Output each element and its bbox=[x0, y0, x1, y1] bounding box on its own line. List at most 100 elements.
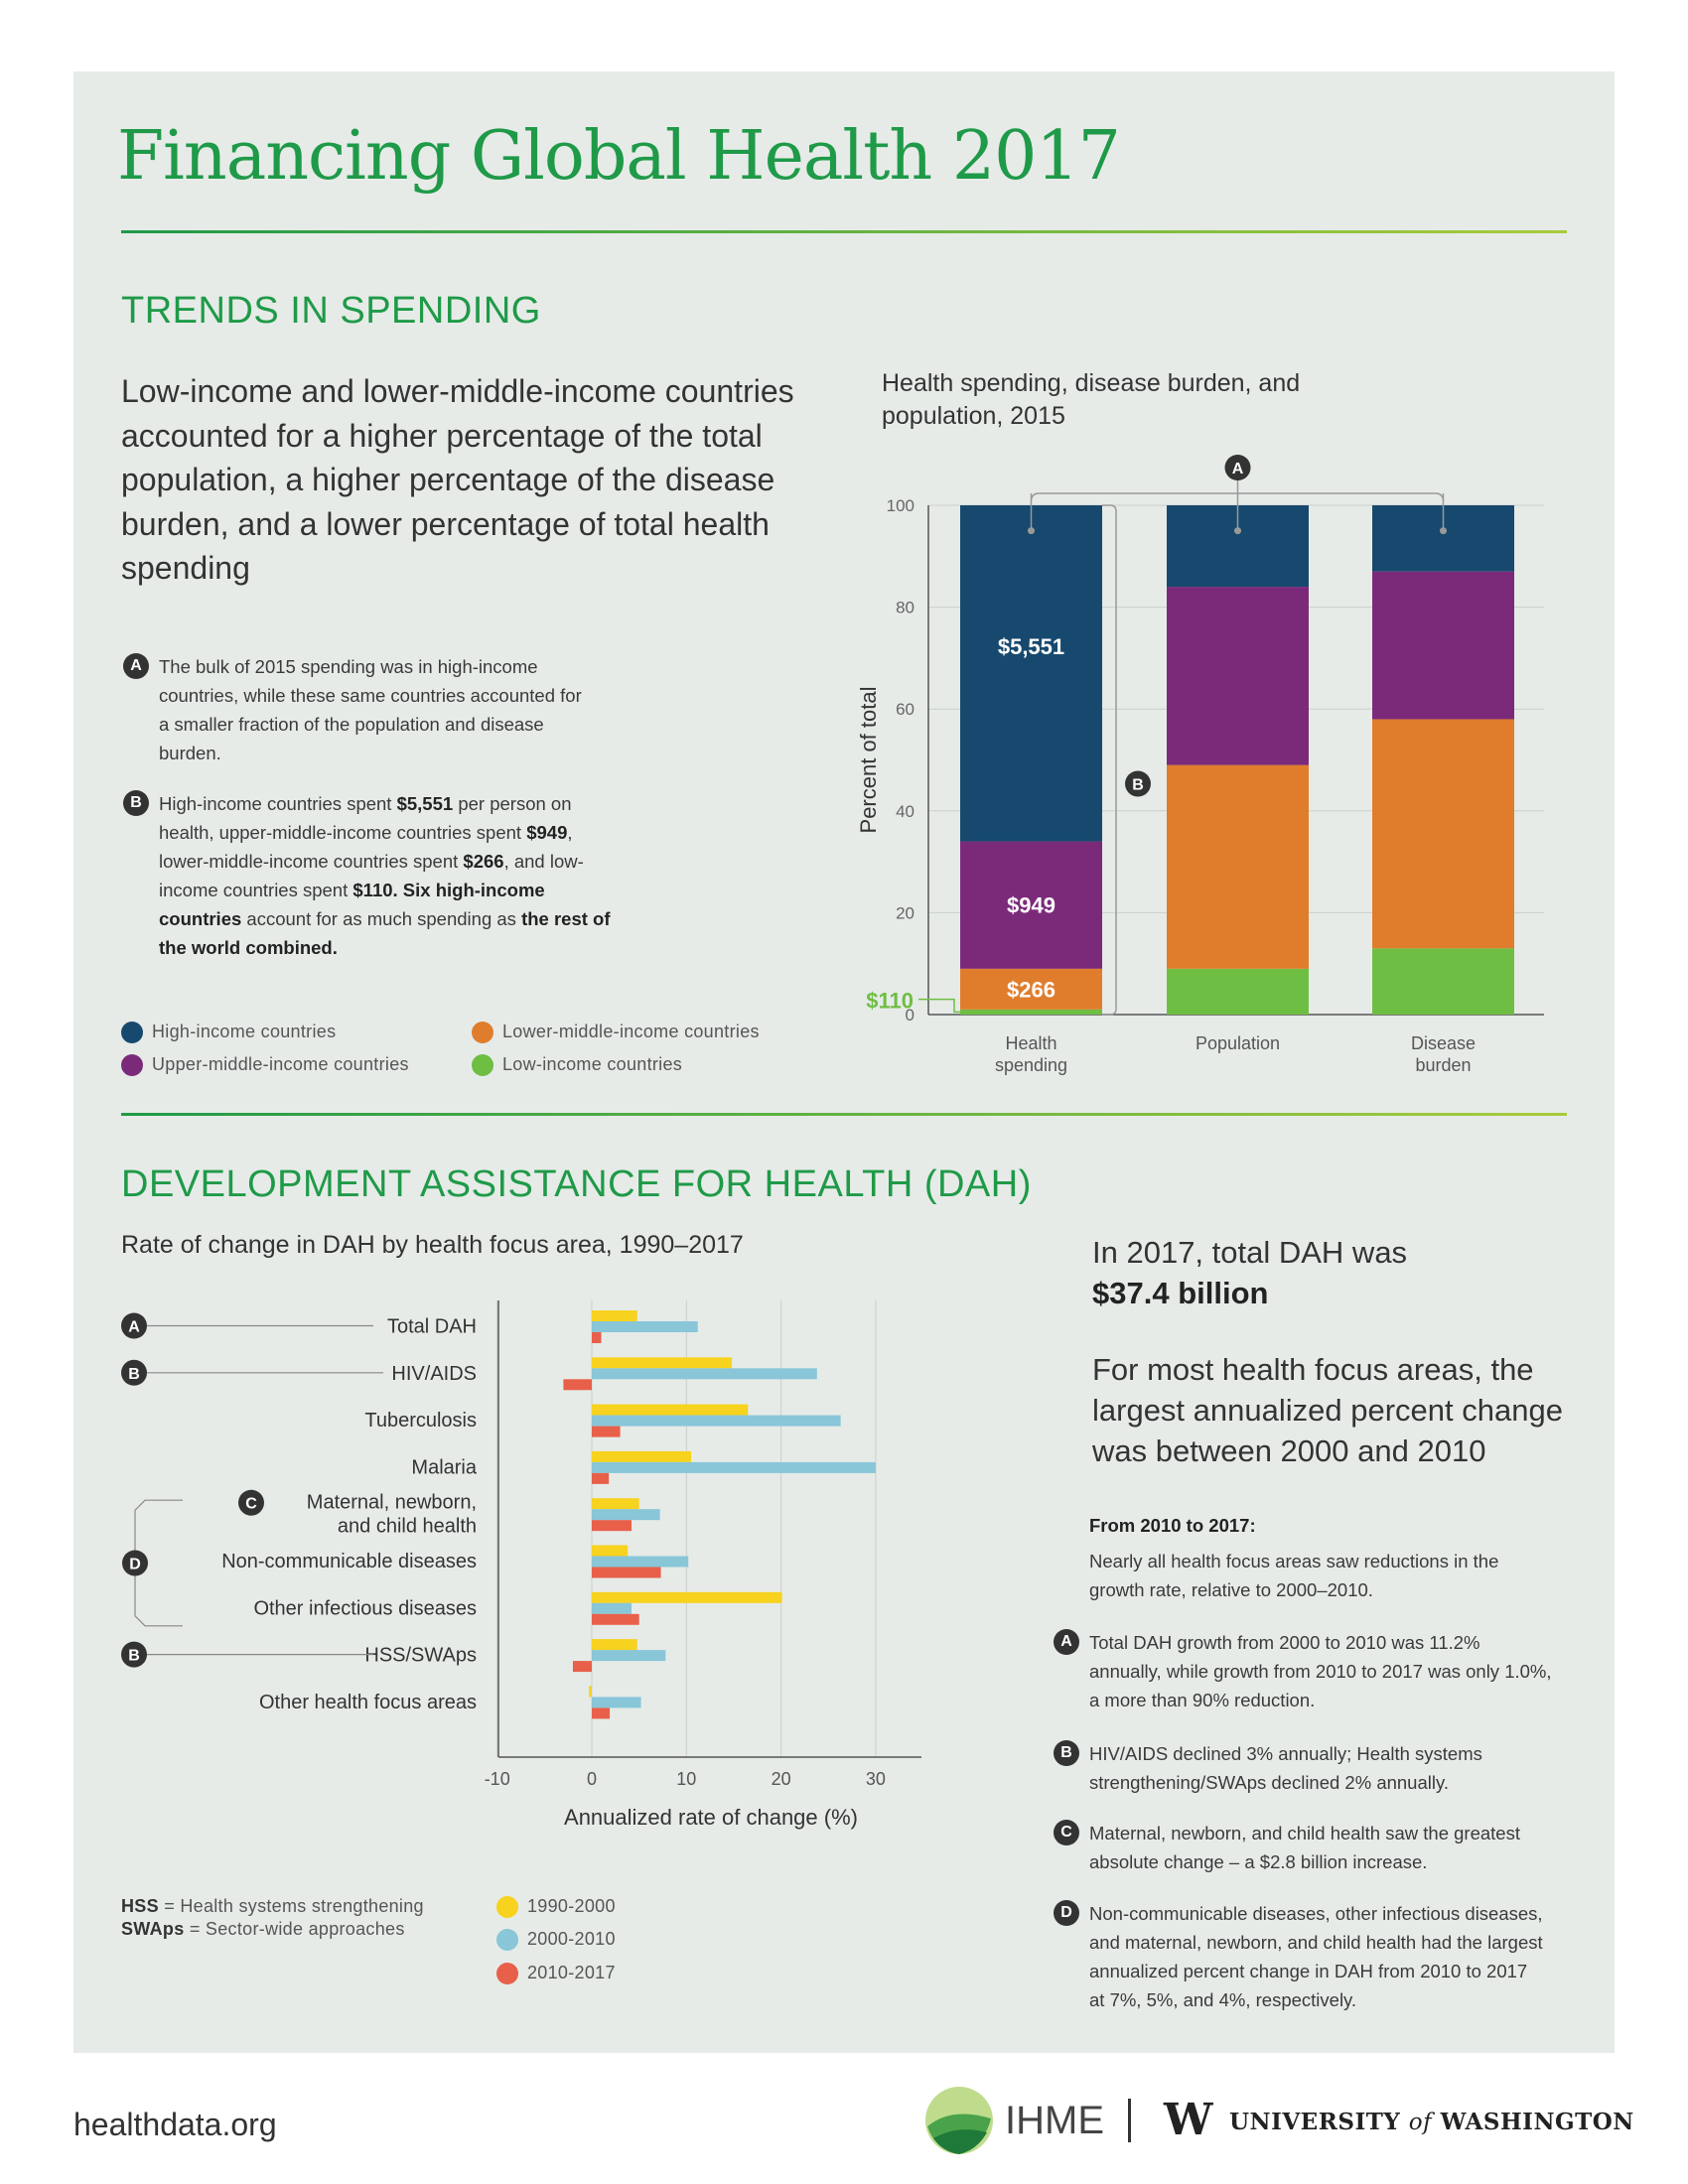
bar-segment bbox=[960, 1009, 1102, 1015]
category-marker-d bbox=[122, 1550, 148, 1576]
category-marker-b bbox=[121, 1359, 147, 1386]
section-heading-dah: DEVELOPMENT ASSISTANCE FOR HEALTH (DAH) bbox=[121, 1163, 1032, 1205]
uw-wordmark-part: WASHINGTON bbox=[1440, 2109, 1634, 2135]
x-tick-label: 30 bbox=[866, 1769, 886, 1789]
legend-item-2000-2010: 2000-2010 bbox=[496, 1929, 616, 1951]
note-b-text: per person on health, upper-middle-incom… bbox=[159, 793, 572, 843]
bar bbox=[592, 1404, 749, 1416]
marker-b: B bbox=[123, 790, 149, 816]
bar bbox=[592, 1321, 698, 1332]
y-tick-label: 60 bbox=[896, 700, 914, 719]
bar-segment bbox=[960, 841, 1102, 969]
legend-swatch bbox=[496, 1963, 518, 1984]
from-2010-text: Nearly all health focus areas saw reduct… bbox=[1089, 1551, 1499, 1600]
abbrev-hss: HSS = Health systems strengthening bbox=[121, 1896, 424, 1917]
bar bbox=[592, 1426, 621, 1437]
x-axis-label: Annualized rate of change (%) bbox=[564, 1805, 858, 1830]
spending-note-a: A The bulk of 2015 spending was in high-… bbox=[123, 652, 596, 767]
category-marker-c-label: C bbox=[245, 1496, 257, 1513]
spending-note-b: B High-income countries spent $5,551 per… bbox=[123, 789, 626, 962]
bar-segment bbox=[1372, 948, 1514, 1015]
data-label: $949 bbox=[1007, 893, 1055, 918]
legend-label: Lower-middle-income countries bbox=[502, 1022, 760, 1041]
x-tick-label: 20 bbox=[772, 1769, 791, 1789]
legend-item-2010-2017: 2010-2017 bbox=[496, 1963, 616, 1984]
x-tick-label: 0 bbox=[587, 1769, 597, 1789]
bar-segment bbox=[960, 968, 1102, 1010]
stacked-chart-title: Health spending, disease burden, and pop… bbox=[882, 369, 1301, 430]
dah-note-c: C Maternal, newborn, and child health sa… bbox=[1054, 1819, 1546, 1876]
bar bbox=[592, 1602, 633, 1614]
dah-note-d-text: Non-communicable diseases, other infecti… bbox=[1089, 1903, 1543, 2010]
uw-wordmark-part: UNIVERSITY bbox=[1229, 2109, 1401, 2135]
legend-label: Upper-middle-income countries bbox=[152, 1054, 409, 1074]
bar bbox=[592, 1556, 689, 1568]
bar bbox=[592, 1332, 602, 1343]
legend-swatch bbox=[472, 1022, 493, 1043]
legend-item-low-income: Low-income countries bbox=[472, 1054, 683, 1076]
legend-label: High-income countries bbox=[152, 1022, 337, 1041]
legend-item-lower-middle-income: Lower-middle-income countries bbox=[472, 1022, 760, 1043]
category-marker-c bbox=[238, 1489, 264, 1516]
category-marker-a bbox=[121, 1312, 147, 1339]
category-marker-a-label: A bbox=[128, 1319, 140, 1336]
legend-label: 2000-2010 bbox=[527, 1929, 616, 1949]
footer-divider bbox=[1128, 2099, 1131, 2142]
dah-note-a: A Total DAH growth from 2000 to 2010 was… bbox=[1054, 1628, 1556, 1714]
bar-segment bbox=[1372, 571, 1514, 720]
category-label: HIV/AIDS bbox=[391, 1363, 477, 1385]
x-tick-label-line: burden bbox=[1415, 1055, 1471, 1075]
bar bbox=[592, 1415, 841, 1427]
category-label: Non-communicable diseases bbox=[221, 1551, 477, 1572]
stacked-bar-chart: 0 20 40 60 80 100 Percent of total Health spendi… bbox=[856, 455, 1544, 1075]
bar-segment bbox=[960, 505, 1102, 842]
x-tick-label: -10 bbox=[485, 1769, 510, 1789]
data-label: $110 bbox=[866, 988, 914, 1013]
x-tick-label: Population bbox=[1196, 1033, 1280, 1053]
note-b-text: account for as much spending as bbox=[241, 908, 522, 929]
bar bbox=[592, 1450, 692, 1462]
legend-swatch bbox=[121, 1022, 143, 1043]
x-tick-label-line: spending bbox=[995, 1055, 1067, 1075]
title-rule bbox=[121, 230, 1567, 233]
bar bbox=[592, 1591, 782, 1603]
legend-label: 2010-2017 bbox=[527, 1963, 616, 1982]
annotation-dot bbox=[1234, 527, 1241, 535]
annotation-marker-a bbox=[1224, 455, 1251, 480]
section-heading-spending: TRENDS IN SPENDING bbox=[121, 290, 541, 332]
page-title: Financing Global Health 2017 bbox=[117, 117, 1121, 196]
bar bbox=[592, 1520, 633, 1532]
from-2010-heading: From 2010 to 2017: bbox=[1089, 1515, 1256, 1536]
dah-chart-title: Rate of change in DAH by health focus ar… bbox=[121, 1231, 744, 1259]
x-tick-label-line: Health bbox=[1005, 1033, 1056, 1053]
dah-total-statement: In 2017, total DAH was $37.4 billion bbox=[1092, 1232, 1407, 1313]
spending-note-a-text: The bulk of 2015 spending was in high-in… bbox=[159, 656, 582, 763]
bar bbox=[592, 1639, 637, 1651]
abbrev-term: HSS bbox=[121, 1896, 159, 1916]
category-label: Total DAH bbox=[387, 1316, 477, 1338]
horizontal-bar-chart: -10 0 10 20 30 Annualized rate of change (%) T… bbox=[121, 1300, 921, 1830]
category-label-line: and child health bbox=[338, 1516, 477, 1538]
bar bbox=[592, 1707, 611, 1719]
bar bbox=[563, 1379, 592, 1391]
annotation-dot bbox=[1440, 527, 1447, 535]
legend-label: Low-income countries bbox=[502, 1054, 683, 1074]
content-panel bbox=[73, 71, 1615, 2053]
dah-note-b: B HIV/AIDS declined 3% annually; Health … bbox=[1054, 1739, 1546, 1797]
category-label: Other infectious diseases bbox=[253, 1597, 477, 1619]
section-rule bbox=[121, 1113, 1567, 1116]
bar bbox=[592, 1310, 637, 1321]
x-tick-label: 10 bbox=[676, 1769, 696, 1789]
footer-site-link[interactable]: healthdata.org bbox=[73, 2107, 277, 2142]
dah-total-value: $37.4 billion bbox=[1092, 1276, 1269, 1310]
bar bbox=[592, 1650, 666, 1662]
legend-item-high-income: High-income countries bbox=[121, 1022, 337, 1043]
y-tick-label: 40 bbox=[896, 802, 914, 821]
bar bbox=[592, 1472, 610, 1484]
legend-swatch bbox=[496, 1896, 518, 1918]
category-label: Tuberculosis bbox=[364, 1410, 477, 1432]
legend-item-1990-2000: 1990-2000 bbox=[496, 1896, 616, 1918]
bar-segment bbox=[1167, 764, 1309, 969]
data-label: $5,551 bbox=[998, 634, 1064, 659]
dah-total-text: In 2017, total DAH was bbox=[1092, 1235, 1408, 1270]
